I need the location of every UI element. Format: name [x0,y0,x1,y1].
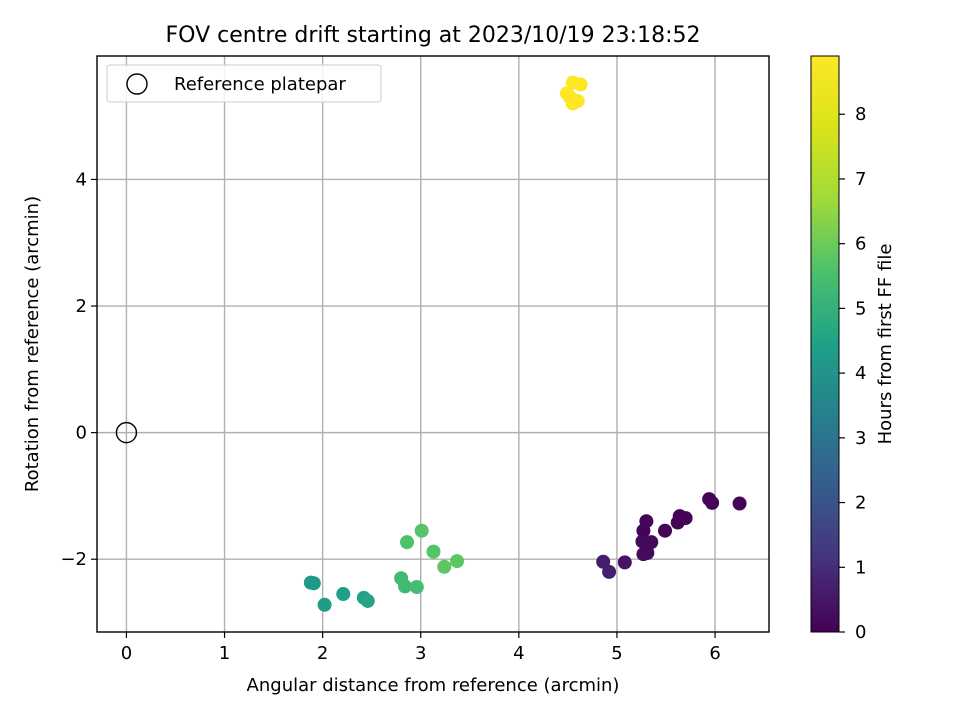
reference-platepar-marker [115,421,138,444]
x-axis-ticks: 0 1 2 3 4 5 6 [121,632,721,664]
colorbar-tick-label: 7 [855,169,866,190]
data-point [398,579,413,594]
colorbar: 0 1 2 3 4 5 6 7 8 Hours from first FF file [810,55,896,643]
colorbar-tick-label: 5 [855,298,866,319]
data-point [705,495,720,510]
colorbar-tick-label: 1 [855,557,866,578]
colorbar-tick-label: 4 [855,363,866,384]
data-point [644,535,659,550]
x-tick-label: 3 [415,643,426,664]
data-points [303,75,747,612]
reference-layer [115,421,138,444]
x-tick-label: 1 [219,643,230,664]
x-tick-label: 6 [709,643,720,664]
y-tick-label: −2 [60,549,87,570]
legend: Reference platepar [106,64,382,103]
plot-frame [96,55,770,633]
x-tick-label: 4 [513,643,524,664]
colorbar-tick-label: 8 [855,104,866,125]
legend-marker [126,73,148,95]
grid [97,56,769,632]
y-axis-ticks: −2 0 2 4 [60,169,97,570]
legend-box [106,64,382,103]
chart-title: FOV centre drift starting at 2023/10/19 … [166,23,701,48]
data-point [573,77,588,92]
x-tick-label: 2 [317,643,328,664]
x-tick-label: 5 [611,643,622,664]
data-point [596,554,611,569]
data-point [639,514,654,529]
colorbar-label: Hours from first FF file [875,244,896,445]
data-point [678,511,693,526]
data-point [400,535,415,550]
colorbar-tick-label: 3 [855,428,866,449]
data-point [450,554,465,569]
data-point [640,545,655,560]
y-tick-label: 0 [76,423,87,444]
colorbar-gradient [810,55,840,633]
y-tick-label: 2 [76,296,87,317]
data-point [306,576,321,591]
data-point [426,544,441,559]
data-point [317,597,332,612]
data-point [437,559,452,574]
data-point [617,555,632,570]
data-point [336,587,351,602]
x-tick-label: 0 [121,643,132,664]
data-point [360,593,375,608]
y-axis-label: Rotation from reference (arcmin) [22,196,43,492]
data-point [414,523,429,538]
x-axis-label: Angular distance from reference (arcmin) [247,675,620,696]
data-point [658,523,673,538]
colorbar-tick-label: 2 [855,493,866,514]
y-tick-label: 4 [76,169,87,190]
colorbar-tick-label: 6 [855,234,866,255]
data-point [409,580,424,595]
data-point [570,93,585,108]
data-point [602,564,617,579]
legend-entry-reference: Reference platepar [174,74,346,95]
colorbar-ticks: 0 1 2 3 4 5 6 7 8 [839,104,866,643]
colorbar-tick-label: 0 [855,622,866,643]
data-point [732,496,747,511]
